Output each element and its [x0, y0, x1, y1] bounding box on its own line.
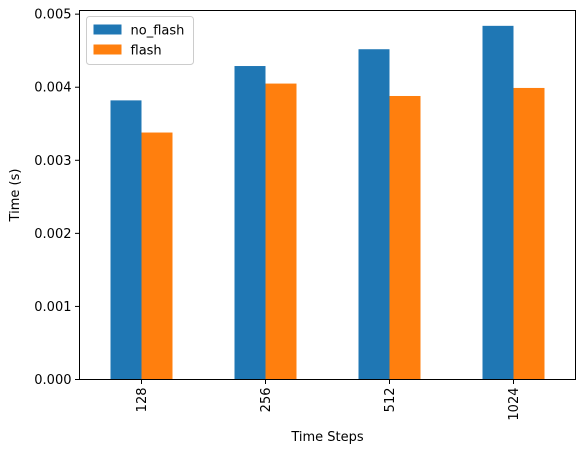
- bars-layer: [110, 25, 545, 380]
- legend-label-no_flash: no_flash: [131, 24, 185, 39]
- y-tick-label: 0.003: [34, 154, 71, 169]
- x-tick-label: 128: [135, 388, 150, 413]
- x-tick-label: 1024: [507, 388, 522, 421]
- x-tick-label: 512: [383, 388, 398, 413]
- bar-flash-256: [265, 83, 297, 380]
- legend-label-flash: flash: [131, 44, 162, 59]
- y-tick-label: 0.002: [34, 227, 71, 242]
- y-tick-label: 0.004: [34, 81, 71, 96]
- bar-no_flash-128: [110, 100, 142, 380]
- bar-no_flash-512: [358, 49, 390, 380]
- x-tick-label: 256: [259, 388, 274, 413]
- bar-no_flash-256: [234, 66, 266, 380]
- y-tick-label: 0.001: [34, 300, 71, 315]
- plot-frame: [79, 10, 576, 380]
- legend-swatch-no_flash: [93, 24, 122, 35]
- bar-flash-1024: [513, 87, 545, 380]
- y-axis-label: Time (s): [8, 169, 23, 223]
- x-axis-label: Time Steps: [290, 430, 364, 445]
- legend-swatch-flash: [93, 44, 122, 55]
- y-tick-label: 0.000: [34, 373, 71, 388]
- y-tick-label: 0.005: [34, 8, 71, 23]
- bar-flash-128: [141, 132, 173, 380]
- y-axis: 0.000 0.001 0.002 0.003 0.004 0.005: [34, 8, 80, 388]
- bar-no_flash-1024: [482, 25, 514, 380]
- x-axis: 128 256 512 1024: [135, 379, 522, 421]
- bar-flash-512: [389, 95, 421, 380]
